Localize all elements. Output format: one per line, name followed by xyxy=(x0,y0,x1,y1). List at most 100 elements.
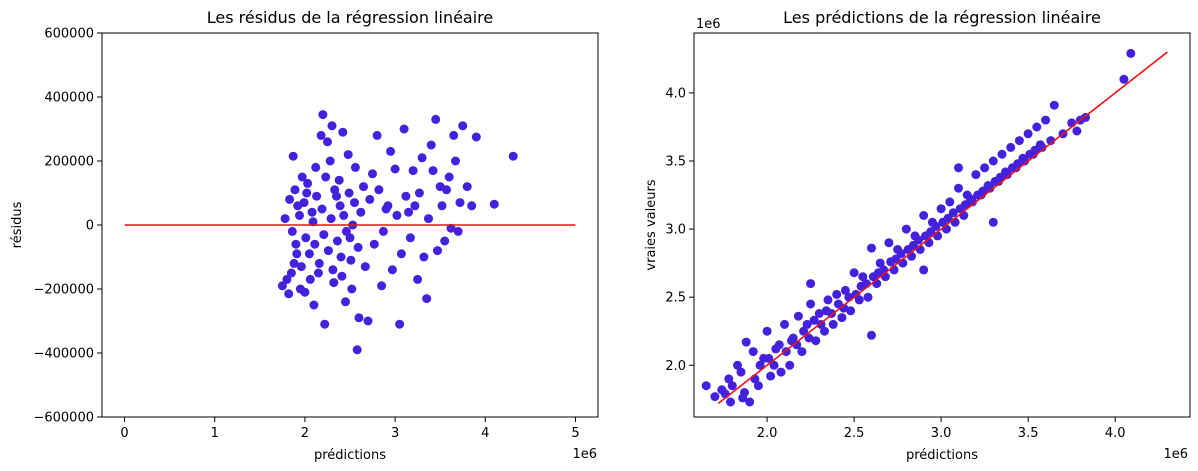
predictions-point xyxy=(997,149,1007,159)
residuals-point xyxy=(332,236,342,246)
residuals-point xyxy=(338,127,348,137)
residuals-point xyxy=(458,121,468,131)
residuals-y-tick-label: 0 xyxy=(86,219,94,234)
residuals-point xyxy=(440,236,450,246)
residuals-point xyxy=(359,182,368,192)
residuals-point xyxy=(296,262,306,272)
residuals-point xyxy=(404,207,414,217)
predictions-point xyxy=(776,367,786,377)
residuals-point xyxy=(363,316,373,326)
residuals-point xyxy=(341,226,351,236)
residuals-point xyxy=(428,166,438,176)
predictions-point xyxy=(745,397,755,407)
predictions-point xyxy=(804,333,814,343)
residuals-point xyxy=(360,262,370,272)
residuals-point xyxy=(390,164,400,174)
residuals-point xyxy=(424,214,433,224)
predictions-point xyxy=(797,347,807,357)
residuals-point xyxy=(489,199,499,209)
residuals-y-tick-label: 400000 xyxy=(44,91,94,106)
residuals-y-tick-label: −600000 xyxy=(33,411,94,426)
predictions-point xyxy=(867,243,876,253)
residuals-point xyxy=(350,162,360,172)
predictions-point xyxy=(948,208,958,218)
predictions-axes-frame xyxy=(693,32,1191,418)
residuals-point xyxy=(346,255,356,265)
predictions-y-offset: 1e6 xyxy=(696,17,721,32)
residuals-point xyxy=(433,246,442,256)
residuals-point xyxy=(313,268,323,278)
residuals-point xyxy=(508,151,518,161)
residuals-point xyxy=(444,172,454,182)
residuals-point xyxy=(422,294,432,304)
residuals-plot: Les résidus de la régression linéaire 0 1… xyxy=(10,8,599,463)
residuals-point xyxy=(318,110,328,120)
predictions-point xyxy=(724,374,734,384)
residuals-point xyxy=(408,166,418,176)
residuals-point xyxy=(317,204,327,214)
residuals-point xyxy=(303,178,313,188)
predictions-point xyxy=(971,170,981,180)
predictions-point xyxy=(832,289,842,299)
residuals-point xyxy=(337,271,347,281)
residuals-point xyxy=(341,297,350,307)
predictions-point xyxy=(774,340,784,350)
residuals-point xyxy=(277,281,287,291)
residuals-point xyxy=(280,214,290,224)
predictions-point xyxy=(884,238,894,248)
residuals-point xyxy=(431,114,441,124)
predictions-point xyxy=(936,204,946,214)
predictions-point xyxy=(863,292,873,302)
residuals-point xyxy=(295,210,304,220)
residuals-point xyxy=(325,156,335,166)
residuals-point xyxy=(467,201,477,211)
residuals-point xyxy=(284,289,294,299)
predictions-point xyxy=(710,392,720,402)
predictions-point xyxy=(988,156,998,166)
residuals-point xyxy=(285,194,295,204)
predictions-point xyxy=(1049,100,1059,110)
predictions-point xyxy=(792,340,802,350)
predictions-point xyxy=(896,249,906,259)
residuals-point xyxy=(305,274,315,284)
residuals-y-label: résidus xyxy=(10,201,25,248)
predictions-point xyxy=(1041,115,1051,125)
predictions-point xyxy=(837,313,847,323)
predictions-point xyxy=(741,337,751,347)
residuals-point xyxy=(326,214,336,224)
residuals-point xyxy=(320,319,330,329)
predictions-point xyxy=(799,326,809,336)
predictions-point xyxy=(762,326,772,336)
predictions-point xyxy=(1072,126,1082,136)
residuals-point xyxy=(347,284,357,294)
predictions-point xyxy=(1035,140,1045,150)
predictions-y-ticks: 2.0 2.5 3.0 3.5 4.0 xyxy=(665,86,694,374)
predictions-point xyxy=(753,381,763,391)
residuals-point xyxy=(334,175,344,185)
predictions-point xyxy=(806,299,816,309)
residuals-x-ticks: 0 1 2 3 4 5 xyxy=(120,417,580,441)
predictions-x-tick-label: 4.0 xyxy=(1105,426,1126,441)
predictions-point xyxy=(1119,74,1129,84)
residuals-point xyxy=(368,169,377,179)
residuals-point xyxy=(289,258,299,268)
residuals-point xyxy=(462,182,472,192)
predictions-point xyxy=(748,347,758,357)
residuals-point xyxy=(396,249,406,259)
predictions-point xyxy=(828,319,838,329)
predictions-point xyxy=(802,319,812,329)
predictions-point xyxy=(966,194,976,204)
predictions-point xyxy=(840,285,850,295)
predictions-point xyxy=(988,217,998,227)
predictions-x-tick-label: 2.0 xyxy=(757,426,778,441)
predictions-point xyxy=(1018,153,1028,163)
predictions-y-tick-label: 3.0 xyxy=(665,223,686,238)
residuals-point xyxy=(426,140,436,150)
predictions-point xyxy=(945,197,955,207)
predictions-point xyxy=(727,381,737,391)
residuals-x-tick-label: 5 xyxy=(571,426,579,441)
residuals-x-tick-label: 4 xyxy=(481,426,489,441)
predictions-title: Les prédictions de la régression linéair… xyxy=(783,8,1101,27)
predictions-point xyxy=(867,330,876,340)
residuals-point xyxy=(405,233,415,243)
